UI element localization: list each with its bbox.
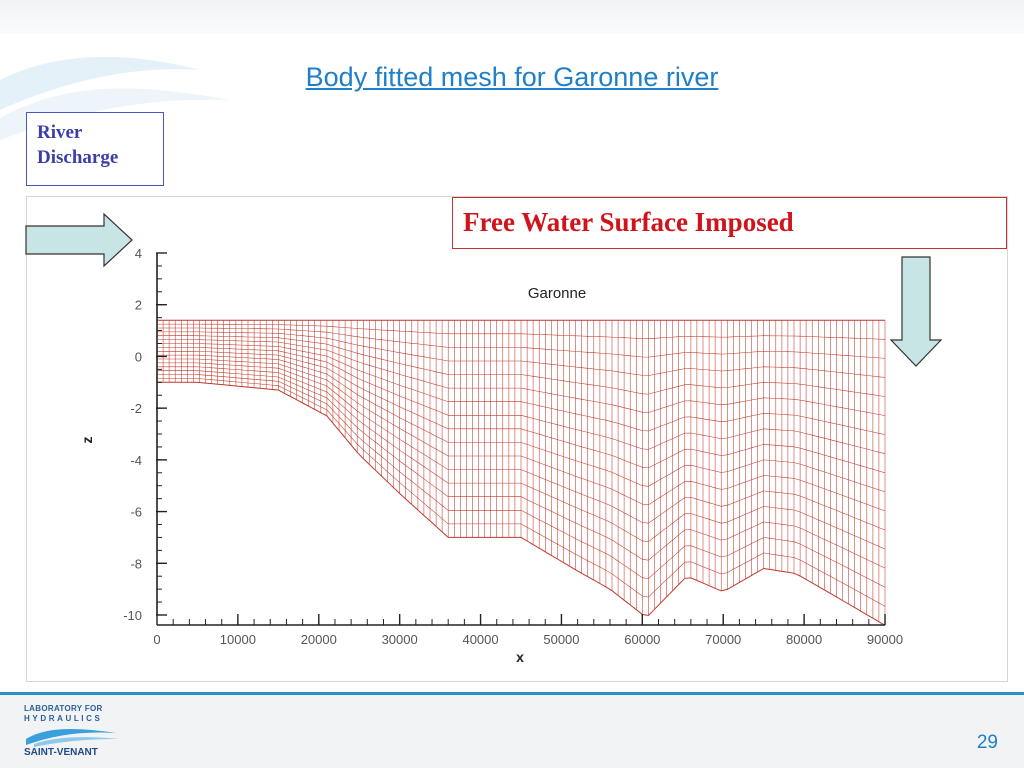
y-tick-label: -2 xyxy=(130,401,142,416)
x-tick-label: 50000 xyxy=(543,632,579,647)
free-surface-arrow xyxy=(889,256,943,367)
y-tick-label: 0 xyxy=(135,349,142,364)
x-tick-label: 70000 xyxy=(705,632,741,647)
x-tick-label: 40000 xyxy=(462,632,498,647)
plot-frame xyxy=(26,196,1008,682)
wave-decoration xyxy=(0,56,230,140)
top-band xyxy=(0,0,1024,34)
footer xyxy=(0,695,1024,768)
logo-line-1: LABORATORY FOR xyxy=(24,704,103,713)
logo-line-3: SAINT-VENANT xyxy=(24,747,98,758)
y-axis-label: z xyxy=(79,437,95,444)
chart-title: Garonne xyxy=(528,285,586,302)
x-tick-label: 0 xyxy=(153,632,160,647)
slide-title: Body fitted mesh for Garonne river xyxy=(305,62,719,92)
mesh xyxy=(156,319,886,626)
logo-wave-icon xyxy=(26,729,120,747)
free-water-surface-label: Free Water Surface Imposed xyxy=(452,197,1007,249)
x-tick-label: 90000 xyxy=(867,632,903,647)
river-discharge-line-2: Discharge xyxy=(37,146,119,168)
y-tick-label: 4 xyxy=(135,246,142,261)
x-tick-label: 80000 xyxy=(786,632,822,647)
footer-rule xyxy=(0,692,1024,695)
y-tick-label: -8 xyxy=(130,556,142,571)
x-axis-label: x xyxy=(516,649,524,665)
x-tick-label: 60000 xyxy=(624,632,660,647)
x-tick-label: 20000 xyxy=(301,632,337,647)
y-tick-label: -6 xyxy=(130,505,142,520)
logo-line-2: HYDRAULICS xyxy=(24,714,103,723)
river-discharge-arrow xyxy=(25,212,133,268)
river-discharge-line-1: River xyxy=(37,122,83,143)
page-number: 29 xyxy=(976,732,998,753)
laboratory-logo: LABORATORY FOR HYDRAULICS SAINT-VENANT xyxy=(24,704,134,764)
river-discharge-label: River Discharge xyxy=(26,112,164,186)
y-tick-label: -4 xyxy=(130,453,142,468)
axes: 4 2 0 -2 -4 -6 -8 -10 0 10000 20000 30000 40000 50000… xyxy=(123,246,903,647)
y-tick-label: 2 xyxy=(135,298,142,313)
x-tick-label: 10000 xyxy=(220,632,256,647)
x-tick-label: 30000 xyxy=(382,632,418,647)
y-tick-label: -10 xyxy=(123,608,142,623)
